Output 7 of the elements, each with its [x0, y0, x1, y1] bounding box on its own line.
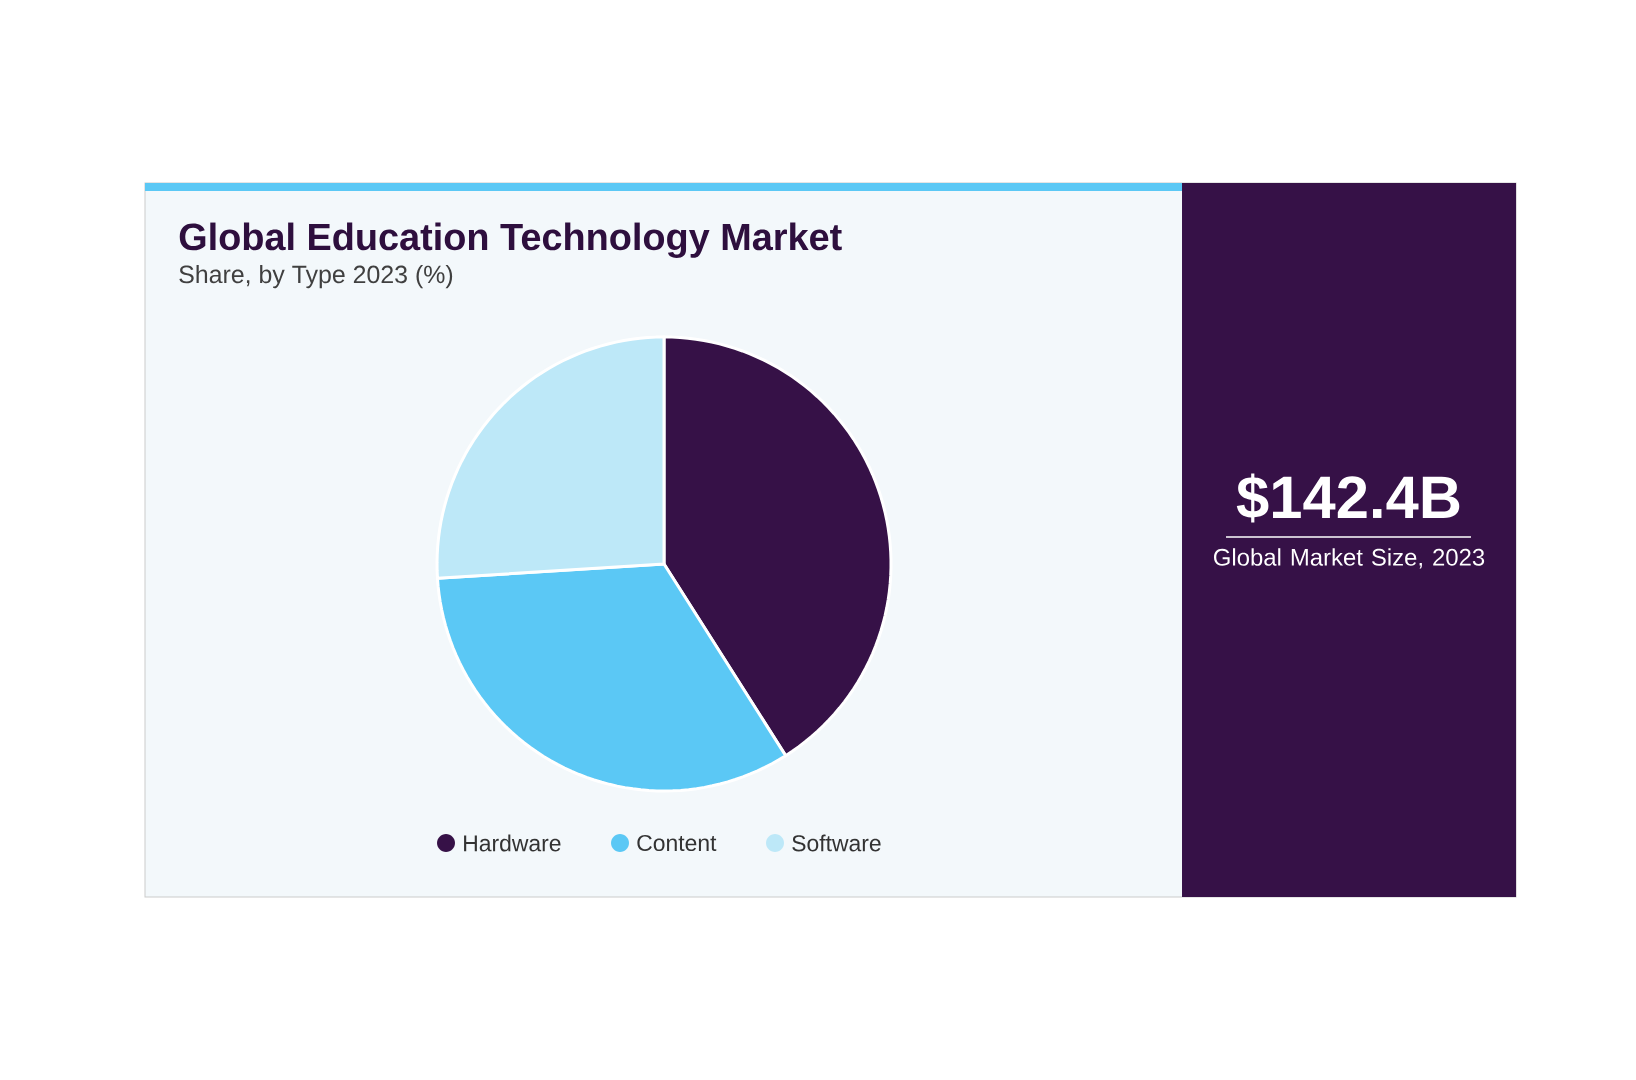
legend-label: Content	[637, 834, 717, 852]
text: $142.4B	[1236, 473, 1460, 523]
legend-label: Software	[792, 834, 881, 852]
legend-label: Hardware	[464, 834, 561, 852]
chart-title: Global Education Technology Market	[179, 222, 842, 259]
chart-subtitle: Share, by Type 2023 (%)	[179, 264, 453, 289]
text: Global Market Size, 2023	[1213, 548, 1485, 569]
